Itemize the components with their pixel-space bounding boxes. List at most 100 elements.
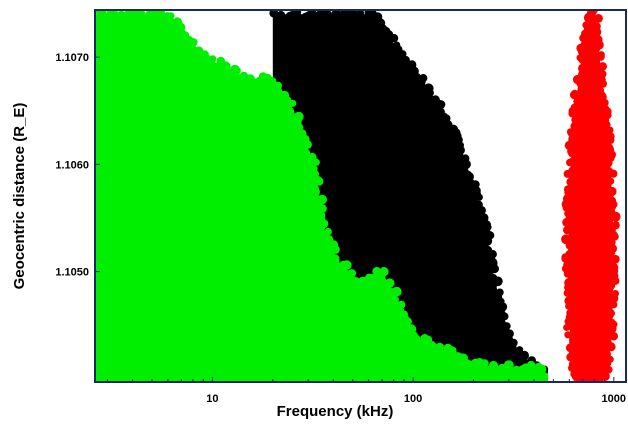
x-axis-title: Frequency (kHz) bbox=[277, 403, 394, 420]
data-point bbox=[600, 371, 610, 381]
data-point bbox=[603, 158, 613, 168]
data-point bbox=[367, 273, 377, 284]
data-point bbox=[356, 10, 365, 18]
data-point bbox=[526, 360, 536, 370]
data-point bbox=[607, 136, 615, 144]
data-point bbox=[568, 323, 577, 332]
data-point bbox=[518, 351, 528, 360]
data-point bbox=[491, 365, 500, 373]
data-point bbox=[610, 301, 618, 309]
data-point bbox=[138, 10, 146, 18]
data-point bbox=[429, 342, 438, 351]
series-1-cloud bbox=[95, 14, 548, 382]
data-point bbox=[462, 358, 471, 367]
data-point bbox=[564, 278, 574, 288]
data-point bbox=[582, 21, 590, 29]
data-point bbox=[607, 282, 616, 290]
data-point bbox=[490, 279, 499, 288]
data-point bbox=[347, 269, 356, 277]
data-point bbox=[576, 54, 584, 62]
data-point bbox=[342, 260, 352, 270]
data-point bbox=[573, 97, 581, 106]
axis-ticks: 10 100 1000 1.1050 1.1060 1.1070 bbox=[55, 52, 626, 405]
data-point bbox=[416, 77, 426, 87]
data-point bbox=[482, 236, 493, 246]
data-point bbox=[588, 10, 597, 17]
data-point bbox=[155, 10, 165, 17]
data-point bbox=[331, 245, 340, 254]
data-point bbox=[276, 12, 286, 22]
data-point bbox=[503, 360, 514, 371]
y-axis-title: Geocentric distance (R_E) bbox=[11, 103, 28, 290]
data-point bbox=[609, 169, 618, 178]
data-point bbox=[322, 10, 332, 18]
data-point bbox=[606, 126, 614, 134]
data-point bbox=[324, 227, 332, 236]
data-point bbox=[177, 23, 186, 31]
data-point bbox=[314, 176, 324, 186]
data-point bbox=[564, 331, 572, 339]
data-point bbox=[601, 357, 612, 368]
data-point bbox=[537, 364, 547, 374]
data-point bbox=[480, 359, 489, 367]
data-point bbox=[209, 55, 217, 63]
x-tick-label: 100 bbox=[404, 393, 422, 405]
data-point bbox=[447, 346, 457, 356]
data-point bbox=[312, 187, 320, 196]
data-point bbox=[410, 334, 421, 344]
data-point bbox=[436, 100, 446, 109]
data-point bbox=[603, 121, 611, 129]
data-point bbox=[563, 260, 573, 270]
data-point bbox=[606, 311, 614, 320]
data-point bbox=[563, 225, 572, 235]
data-point bbox=[188, 39, 196, 47]
x-tick-label: 10 bbox=[206, 393, 218, 405]
data-point bbox=[331, 10, 341, 19]
data-point bbox=[500, 312, 509, 321]
data-point bbox=[283, 96, 292, 104]
data-point bbox=[606, 248, 615, 257]
data-point bbox=[398, 50, 407, 58]
data-point bbox=[301, 149, 311, 158]
plot-frame bbox=[94, 9, 627, 383]
data-point bbox=[307, 10, 317, 19]
data-point bbox=[287, 111, 296, 120]
data-point bbox=[507, 342, 517, 352]
series-2 bbox=[561, 10, 621, 382]
data-point bbox=[377, 270, 386, 280]
data-point bbox=[580, 40, 590, 51]
data-point bbox=[606, 177, 615, 185]
data-point bbox=[563, 185, 573, 194]
data-point bbox=[596, 52, 605, 61]
data-point bbox=[289, 99, 297, 107]
data-point bbox=[570, 370, 578, 378]
data-point bbox=[96, 10, 107, 17]
data-point bbox=[570, 103, 579, 112]
chart-marks bbox=[95, 10, 621, 382]
data-point bbox=[455, 145, 465, 155]
data-point bbox=[400, 56, 410, 66]
data-point bbox=[312, 158, 320, 166]
data-point bbox=[267, 76, 277, 87]
data-point bbox=[331, 259, 340, 267]
data-point bbox=[490, 264, 499, 274]
data-point bbox=[569, 335, 578, 345]
data-point bbox=[570, 121, 581, 132]
data-point bbox=[317, 194, 328, 205]
data-point bbox=[245, 74, 255, 84]
data-point bbox=[571, 89, 579, 98]
data-point bbox=[610, 211, 621, 222]
data-point bbox=[600, 98, 609, 107]
series-1 bbox=[95, 10, 548, 382]
data-point bbox=[571, 116, 579, 124]
data-point bbox=[291, 10, 302, 18]
data-point bbox=[232, 66, 241, 75]
data-point bbox=[391, 286, 402, 297]
data-point bbox=[130, 10, 141, 18]
data-point bbox=[592, 44, 601, 53]
data-point bbox=[564, 296, 574, 306]
data-point bbox=[195, 49, 203, 57]
data-point bbox=[435, 342, 445, 352]
data-point bbox=[594, 14, 603, 23]
